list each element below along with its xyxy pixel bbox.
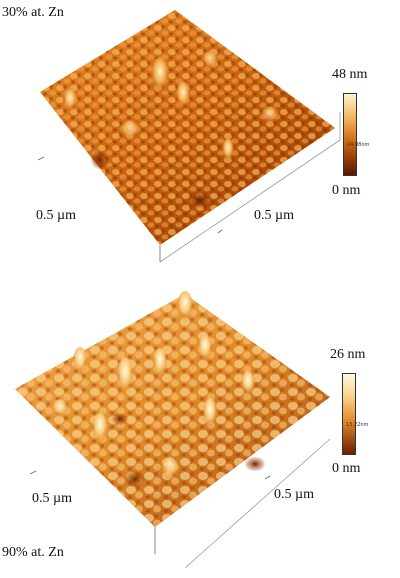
afm-panel-30-percent-zn: 30% at. Zn 0.5 µm 0.5 µm 48 nm 24.08nm 0… (2, 5, 369, 263)
afm-surface-image (37, 10, 353, 263)
y-axis-length-label: 0.5 µm (274, 487, 314, 502)
sample-title: 90% at. Zn (2, 545, 64, 560)
height-scale-mid: 24.08nm (347, 142, 370, 148)
sample-title: 30% at. Zn (2, 5, 64, 20)
afm-panel-90-percent-zn: 0.5 µm 0.5 µm 26 nm 13.22nm 0 nm 90% at.… (0, 289, 400, 578)
height-colorbar: 24.08nm (343, 93, 369, 176)
x-axis-length-label: 0.5 µm (32, 491, 72, 506)
y-axis-length-label: 0.5 µm (254, 208, 294, 223)
x-axis-length-label: 0.5 µm (36, 208, 76, 223)
height-colorbar: 13.22nm (342, 373, 368, 455)
height-scale-mid: 13.22nm (346, 422, 369, 428)
afm-surface-image (15, 291, 331, 569)
height-scale-max: 26 nm (330, 347, 366, 362)
height-scale-min: 0 nm (332, 183, 361, 198)
height-scale-max: 48 nm (332, 67, 368, 82)
height-scale-min: 0 nm (332, 461, 361, 476)
